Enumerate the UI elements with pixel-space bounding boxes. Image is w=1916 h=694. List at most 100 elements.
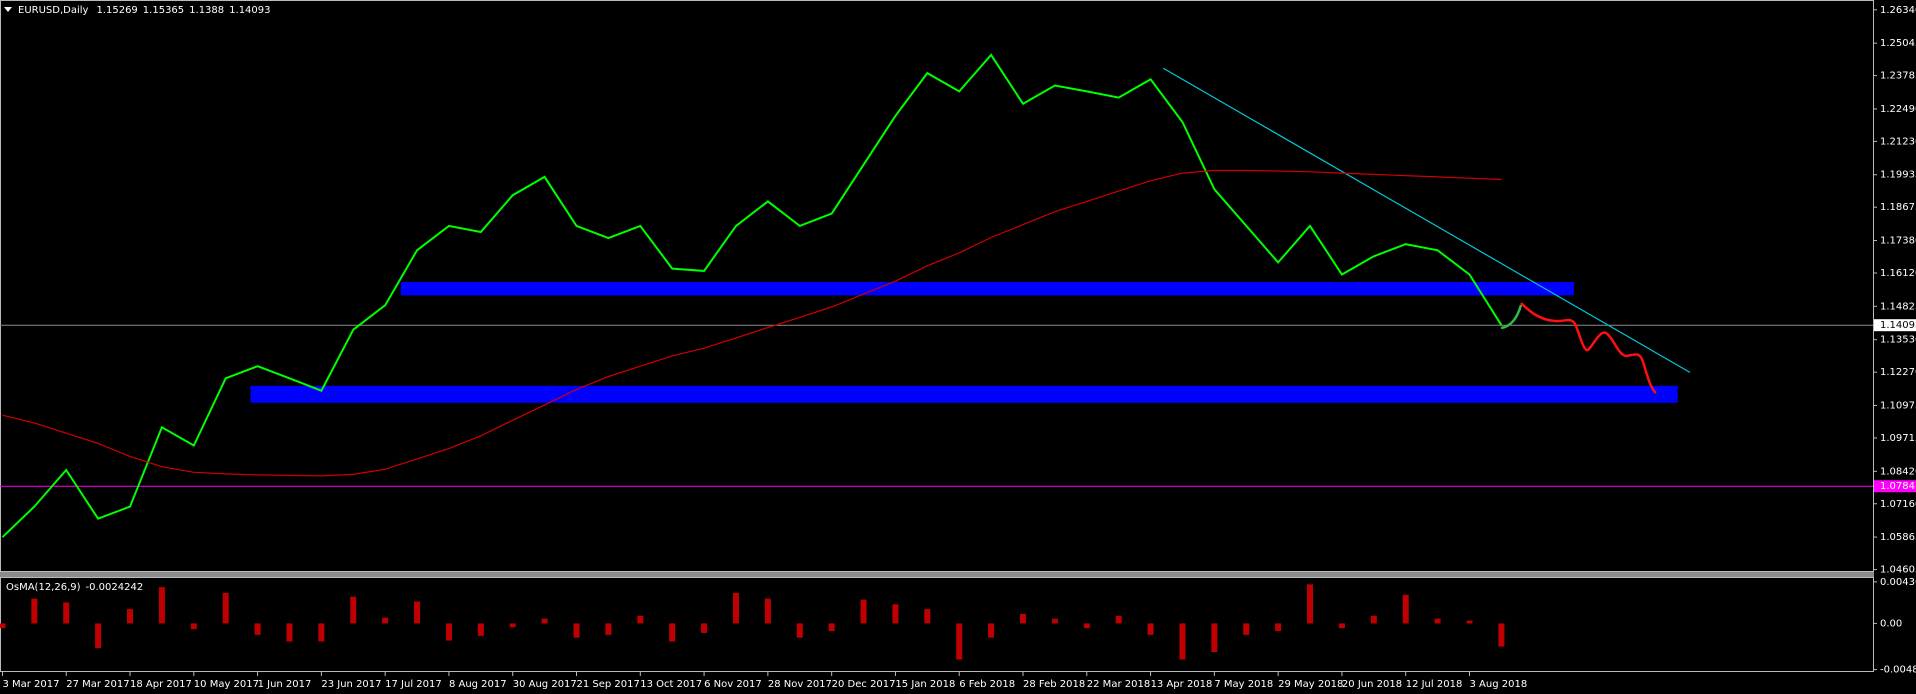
y-tick-label: 1.22490: [1880, 104, 1916, 115]
zone: [250, 385, 1678, 403]
current-price-box: [1874, 319, 1916, 332]
y-tick-label: 1.18675: [1880, 202, 1916, 213]
y-tick-label: 1.17380: [1880, 236, 1916, 247]
x-tick-label: 28 Nov 2017: [768, 679, 832, 690]
x-tick-label: 22 Mar 2018: [1087, 679, 1150, 690]
indicator-title: OsMA(12,26,9): [6, 582, 81, 593]
osma-bar: [828, 623, 835, 632]
osma-bar: [1434, 618, 1441, 624]
symbol: EURUSD,Daily: [18, 5, 89, 16]
indicator-header: OsMA(12,26,9) -0.0024242: [6, 582, 143, 593]
osma-bar: [350, 596, 357, 624]
osma-bar: [1147, 623, 1154, 635]
osma-bar: [573, 623, 580, 638]
osma-bar: [254, 623, 261, 635]
x-tick-label: 10 May 2017: [194, 679, 259, 690]
y-tick-label: 1.26340: [1880, 5, 1916, 16]
osma-bar: [1307, 584, 1314, 624]
x-tick-label: 6 Feb 2018: [959, 679, 1015, 690]
osma-bar: [63, 602, 70, 624]
osma-bar: [127, 609, 134, 624]
osma-bar: [924, 609, 931, 624]
level-label: 1.07841: [1880, 481, 1916, 492]
x-tick-label: 28 Feb 2018: [1023, 679, 1085, 690]
y-tick-label: 1.16120: [1880, 268, 1916, 279]
y-tick-label: 1.07160: [1880, 499, 1916, 510]
indicator-value: -0.0024242: [86, 582, 144, 593]
osma-bar: [1243, 623, 1250, 635]
osma-bar: [1051, 618, 1058, 624]
osma-bar: [541, 618, 548, 624]
x-tick-label: 3 Aug 2018: [1470, 679, 1528, 690]
open: 1.15269: [96, 5, 137, 16]
osma-bar: [956, 623, 963, 660]
x-tick-label: 15 Jan 2018: [895, 679, 955, 690]
osma-bar: [1402, 594, 1409, 624]
osma-bar: [1275, 623, 1282, 632]
osma-bar: [796, 623, 803, 638]
osma-bar: [860, 599, 867, 624]
osma-bar: [1498, 623, 1505, 647]
osma-bar: [1115, 615, 1122, 624]
projection-up: [1500, 304, 1523, 330]
menu-arrow-icon[interactable]: [4, 7, 12, 12]
osma-bar: [1466, 620, 1473, 624]
osma-bar: [509, 623, 516, 628]
current-price-label: 1.14093: [1880, 320, 1916, 331]
x-tick-label: 3 Mar 2017: [2, 679, 59, 690]
low: 1.1388: [189, 5, 224, 16]
indicator-y-tick-label: 0.004361: [1880, 577, 1916, 588]
osma-bar: [732, 592, 739, 624]
osma-bar: [286, 623, 293, 642]
x-tick-label: 12 Jul 2018: [1406, 679, 1463, 690]
level-box: [1874, 480, 1916, 493]
osma-bar: [190, 623, 197, 630]
osma-bar: [445, 623, 452, 641]
y-tick-label: 1.19935: [1880, 170, 1916, 181]
osma-bar: [637, 615, 644, 624]
price-line: [1, 53, 1503, 538]
x-tick-label: 29 May 2018: [1278, 679, 1343, 690]
osma-bar: [414, 601, 421, 624]
header: EURUSD,Daily 1.15269 1.15365 1.1388 1.14093: [18, 5, 271, 16]
x-tick-label: 13 Oct 2017: [640, 679, 702, 690]
x-tick-label: 21 Sep 2017: [577, 679, 640, 690]
osma-bar: [1338, 623, 1345, 629]
x-tick-label: 8 Aug 2017: [449, 679, 507, 690]
x-tick-label: 30 Aug 2017: [513, 679, 577, 690]
panel-separator: [0, 572, 1874, 577]
osma-bar: [764, 598, 771, 624]
y-tick-label: 1.05865: [1880, 532, 1916, 543]
y-tick-label: 1.12270: [1880, 367, 1916, 378]
osma-bar: [31, 598, 38, 624]
osma-bar: [1179, 623, 1186, 660]
osma-bar: [1211, 623, 1218, 652]
x-tick-label: 13 Apr 2018: [1151, 679, 1213, 690]
indicator-y-tick-label: -0.004845: [1880, 665, 1916, 676]
x-tick-label: 6 Nov 2017: [704, 679, 762, 690]
close: 1.14093: [229, 5, 270, 16]
osma-bar: [158, 587, 165, 624]
osma-bar: [95, 623, 102, 649]
x-tick-label: 20 Jun 2018: [1342, 679, 1402, 690]
osma-bar: [1370, 615, 1377, 624]
osma-bar: [0, 623, 6, 629]
x-tick-label: 7 May 2018: [1214, 679, 1273, 690]
zone: [400, 282, 1574, 296]
osma-bar: [477, 623, 484, 636]
osma-bar: [1083, 623, 1090, 629]
osma-bar: [222, 592, 229, 624]
y-tick-label: 1.08420: [1880, 466, 1916, 477]
x-tick-label: 27 Mar 2017: [66, 679, 129, 690]
y-tick-label: 1.23785: [1880, 71, 1916, 82]
osma-bar: [382, 617, 389, 624]
projection-down: [1520, 302, 1657, 394]
y-tick-label: 1.13530: [1880, 335, 1916, 346]
x-tick-label: 17 Jul 2017: [385, 679, 442, 690]
x-tick-label: 20 Dec 2017: [832, 679, 896, 690]
moving-average: [2, 169, 1502, 477]
high: 1.15365: [143, 5, 184, 16]
y-tick-label: 1.04605: [1880, 565, 1916, 576]
